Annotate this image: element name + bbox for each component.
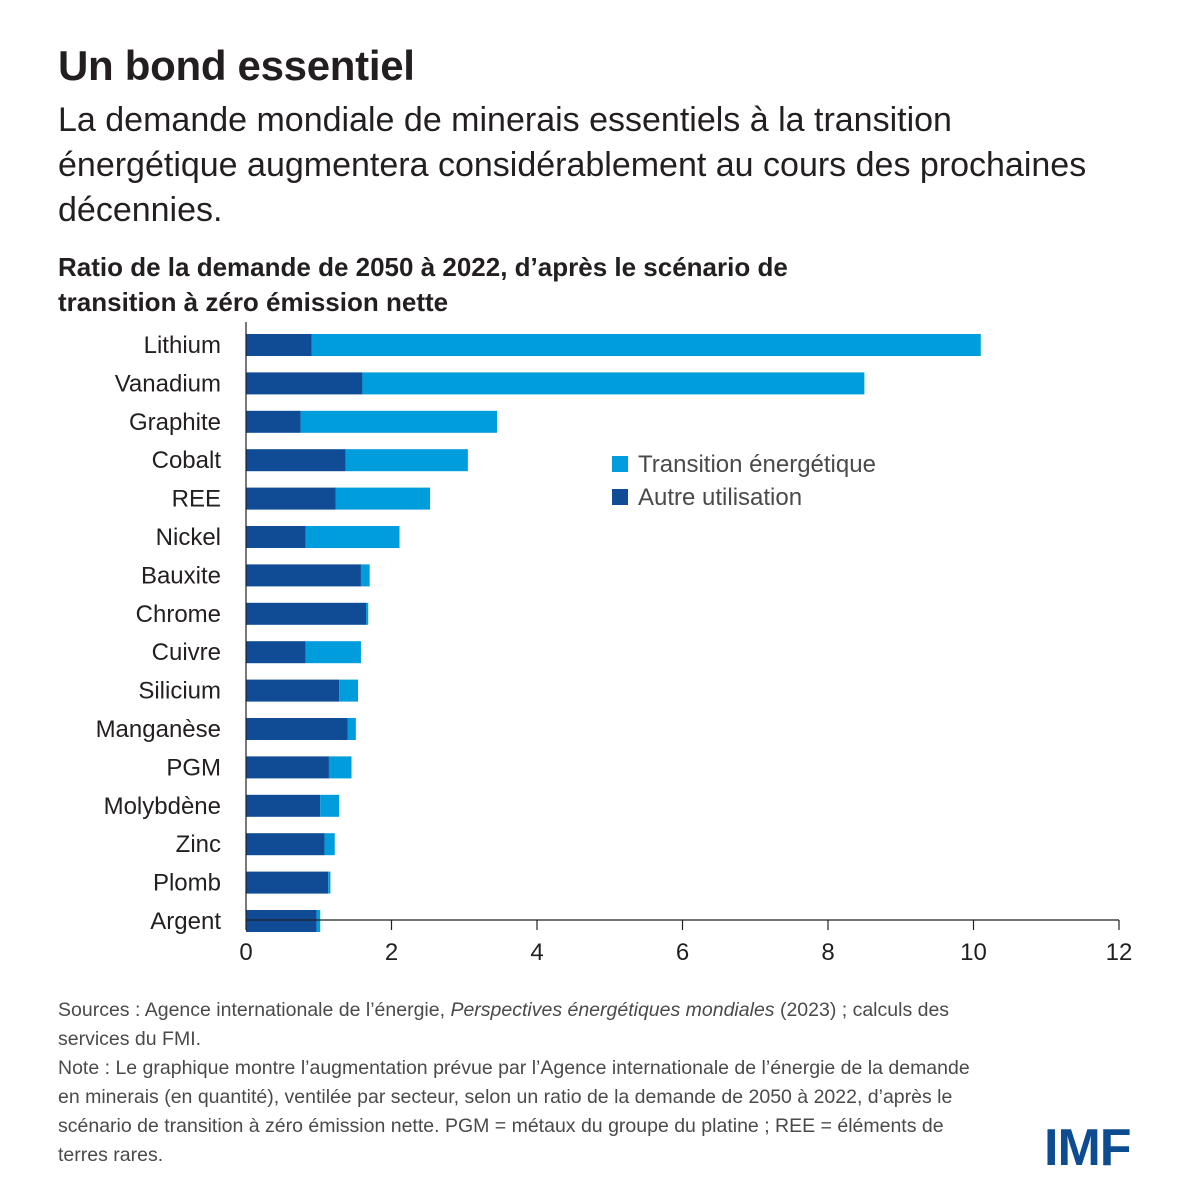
x-tick-label-6: 6 xyxy=(676,939,689,966)
category-label-ree: REE xyxy=(172,486,221,513)
category-label-zinc: Zinc xyxy=(176,831,221,858)
page-subtitle: La demande mondiale de minerais essentie… xyxy=(58,101,1087,229)
bar-transition-silicium xyxy=(339,679,359,702)
bar-transition-cobalt xyxy=(345,449,468,472)
bar-autre-molybdene xyxy=(246,794,321,817)
x-tick-label-2: 2 xyxy=(385,939,398,966)
bar-autre-silicium xyxy=(246,679,340,702)
bar-autre-lithium xyxy=(246,334,312,356)
x-tick-label-4: 4 xyxy=(530,939,543,966)
category-label-bauxite: Bauxite xyxy=(141,562,221,589)
bar-transition-cuivre xyxy=(305,641,361,664)
bar-autre-cuivre xyxy=(246,641,306,664)
legend-label-0: Transition énergétique xyxy=(638,451,876,478)
note-text: Note : Le graphique montre l’augmentatio… xyxy=(58,1057,970,1166)
category-label-lithium: Lithium xyxy=(144,332,221,359)
category-label-plomb: Plomb xyxy=(153,870,221,897)
bar-transition-zinc xyxy=(324,833,335,856)
category-label-pgm: PGM xyxy=(166,754,221,781)
page-title: Un bond essentiel xyxy=(58,42,415,89)
legend-swatch-1 xyxy=(612,489,628,505)
category-label-chrome: Chrome xyxy=(136,601,221,628)
category-label-graphite: Graphite xyxy=(129,409,221,436)
category-label-manganese: Manganèse xyxy=(96,716,221,743)
bar-autre-zinc xyxy=(246,833,325,856)
bar-chart: Lithium Vanadium Graphite Cobalt REE Nickel Ba… xyxy=(96,322,1132,966)
category-label-argent: Argent xyxy=(150,908,221,935)
bar-transition-pgm xyxy=(328,756,352,779)
bar-transition-vanadium xyxy=(362,372,865,395)
category-label-silicium: Silicium xyxy=(138,678,221,705)
category-label-vanadium: Vanadium xyxy=(115,370,221,397)
bar-autre-vanadium xyxy=(246,372,363,395)
bar-transition-bauxite xyxy=(360,564,370,587)
bar-autre-nickel xyxy=(246,526,306,548)
x-tick-label-10: 10 xyxy=(960,939,987,966)
x-tick-label-8: 8 xyxy=(821,939,834,966)
x-tick-label-0: 0 xyxy=(239,939,252,966)
bar-autre-chrome xyxy=(246,602,367,625)
x-tick-label-12: 12 xyxy=(1106,939,1133,966)
category-label-cobalt: Cobalt xyxy=(152,447,222,474)
bar-autre-bauxite xyxy=(246,564,361,587)
bar-transition-lithium xyxy=(311,334,981,356)
imf-logo: IMF xyxy=(1044,1119,1132,1177)
bar-autre-graphite xyxy=(246,410,301,433)
legend: Transition énergétique Autre utilisation xyxy=(612,451,876,511)
bar-autre-plomb xyxy=(246,871,329,894)
legend-swatch-0 xyxy=(612,456,628,472)
category-labels: Lithium Vanadium Graphite Cobalt REE Nickel Ba… xyxy=(96,332,222,935)
bar-transition-nickel xyxy=(305,526,400,548)
category-label-molybdene: Molybdène xyxy=(104,793,221,820)
footer-notes: Sources : Agence internationale de l’éne… xyxy=(58,996,978,1170)
bar-autre-manganese xyxy=(246,718,348,740)
bar-transition-chrome xyxy=(366,602,369,625)
bar-autre-argent xyxy=(246,910,317,932)
bar-autre-ree xyxy=(246,487,336,510)
category-label-cuivre: Cuivre xyxy=(152,639,221,666)
bar-transition-argent xyxy=(316,910,321,932)
bar-autre-cobalt xyxy=(246,449,346,472)
bar-transition-graphite xyxy=(300,410,497,433)
bar-autre-pgm xyxy=(246,756,329,779)
x-axis: 0 2 4 6 8 10 12 xyxy=(239,322,1132,966)
bar-transition-plomb xyxy=(328,871,331,894)
bars-layer xyxy=(246,334,981,932)
bar-transition-manganese xyxy=(347,718,356,740)
bar-transition-ree xyxy=(335,487,431,510)
chart-title: Ratio de la demande de 2050 à 2022, d’ap… xyxy=(58,252,788,317)
sources-text: Sources : Agence internationale de l’éne… xyxy=(58,999,950,1050)
bar-transition-molybdene xyxy=(320,794,340,817)
legend-label-1: Autre utilisation xyxy=(638,484,802,511)
category-label-nickel: Nickel xyxy=(156,524,221,551)
